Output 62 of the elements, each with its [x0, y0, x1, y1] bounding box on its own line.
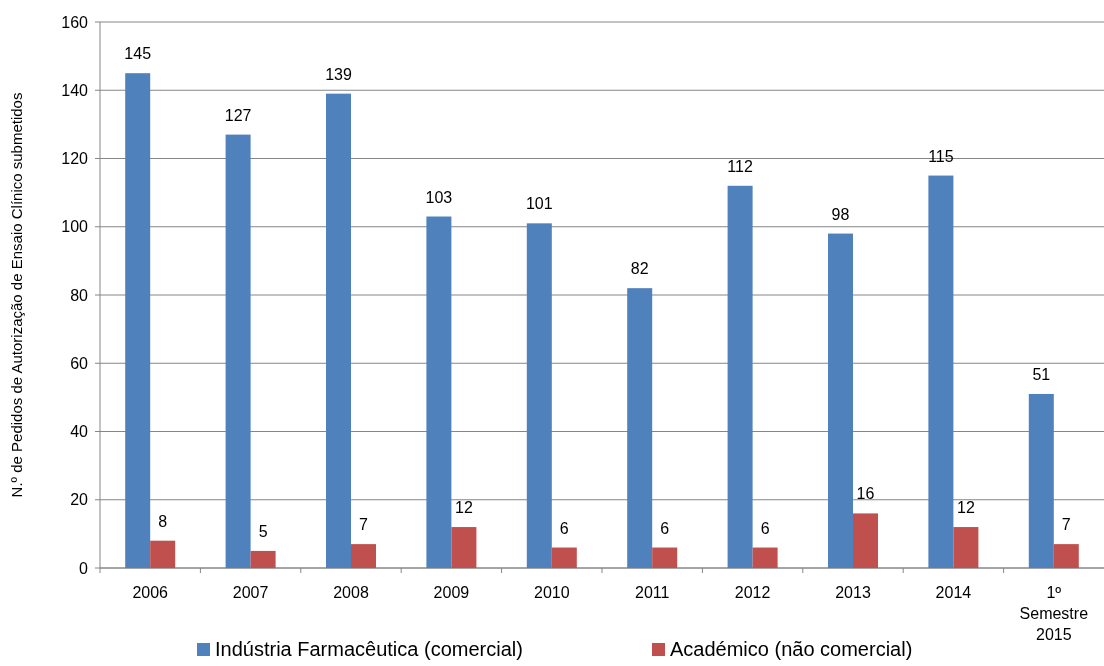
data-label: 98 — [831, 205, 850, 223]
data-label: 16 — [856, 485, 875, 503]
data-label: 12 — [455, 499, 473, 517]
data-label: 127 — [224, 106, 252, 124]
bar — [727, 185, 753, 568]
bar — [828, 233, 853, 568]
y-tick-label: 140 — [61, 81, 89, 99]
bar — [853, 513, 878, 568]
y-tick-label: 80 — [70, 286, 89, 304]
data-label: 8 — [158, 512, 168, 530]
bar — [326, 93, 351, 568]
x-tick-label: 2009 — [433, 584, 470, 601]
data-label: 5 — [258, 522, 268, 540]
y-tick-label: 100 — [61, 218, 89, 236]
data-label: 7 — [359, 516, 369, 534]
y-tick-label: 60 — [70, 354, 89, 372]
x-tick-label: 2013 — [835, 584, 871, 601]
data-label: 6 — [760, 519, 770, 537]
data-label: 12 — [957, 499, 975, 517]
x-tick-label: 1º Semestre 2015 — [1019, 584, 1089, 643]
bar — [426, 216, 452, 568]
bar — [526, 223, 552, 568]
y-tick-label: 40 — [70, 423, 89, 441]
data-label: 82 — [630, 260, 649, 278]
data-label: 103 — [425, 188, 453, 206]
y-tick-label: 20 — [70, 491, 89, 509]
bar — [1028, 393, 1054, 568]
data-label: 115 — [928, 147, 954, 165]
legend-label: Indústria Farmacêutica (comercial) — [215, 638, 523, 660]
data-label: 6 — [660, 519, 670, 537]
y-tick-label: 160 — [61, 13, 89, 31]
bar — [150, 540, 176, 568]
x-tick-label: 2014 — [935, 584, 972, 601]
y-tick-label: 0 — [79, 559, 89, 577]
data-label: 6 — [559, 519, 569, 537]
x-tick-label: 2010 — [534, 584, 570, 601]
bar — [752, 547, 778, 568]
bar — [225, 134, 251, 568]
bar — [250, 550, 276, 568]
x-tick-label: 2012 — [734, 584, 771, 601]
y-axis-title: N.º de Pedidos de Autorização de Ensaio Clínico submetidos — [8, 92, 25, 498]
bar — [125, 73, 151, 568]
data-label: 101 — [525, 195, 553, 213]
bar — [451, 527, 477, 568]
data-label: 112 — [727, 157, 753, 175]
x-tick-label: 2007 — [232, 584, 269, 601]
bar — [652, 547, 678, 568]
bar — [1053, 544, 1079, 568]
bar — [551, 547, 577, 568]
data-label: 139 — [325, 65, 352, 83]
data-label: 7 — [1061, 516, 1071, 534]
data-label: 51 — [1032, 365, 1051, 383]
y-tick-label: 120 — [61, 150, 89, 168]
bar — [351, 544, 376, 568]
x-tick-label: 2006 — [132, 584, 169, 601]
x-tick-label: 2011 — [635, 584, 670, 601]
bar — [953, 527, 979, 568]
bar — [928, 175, 954, 568]
bar — [627, 288, 653, 568]
data-label: 145 — [124, 45, 152, 63]
legend-label: Académico (não comercial) — [670, 638, 913, 660]
x-tick-label: 2008 — [333, 584, 369, 601]
